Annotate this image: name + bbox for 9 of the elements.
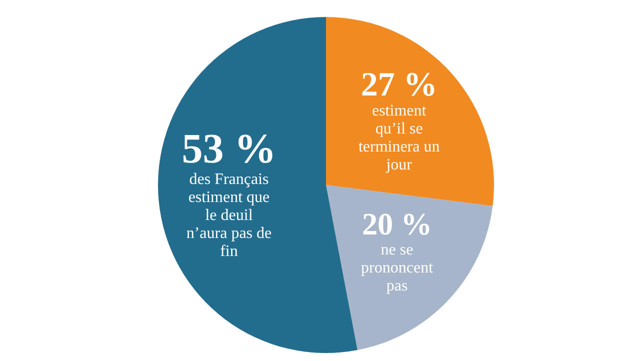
slice-label: ne se prononcent pas xyxy=(361,241,434,294)
slice-label: estiment qu’il se terminera un jour xyxy=(358,102,440,174)
pie-slice xyxy=(326,185,493,350)
data-label: 27 % xyxy=(360,66,438,104)
data-label: 53 % xyxy=(182,126,276,173)
data-label: 20 % xyxy=(362,206,432,242)
pie-slice xyxy=(158,17,358,353)
pie-slice xyxy=(326,17,494,206)
slice-label: des Français estiment que le deuil n’aura pas de fin xyxy=(186,171,272,260)
